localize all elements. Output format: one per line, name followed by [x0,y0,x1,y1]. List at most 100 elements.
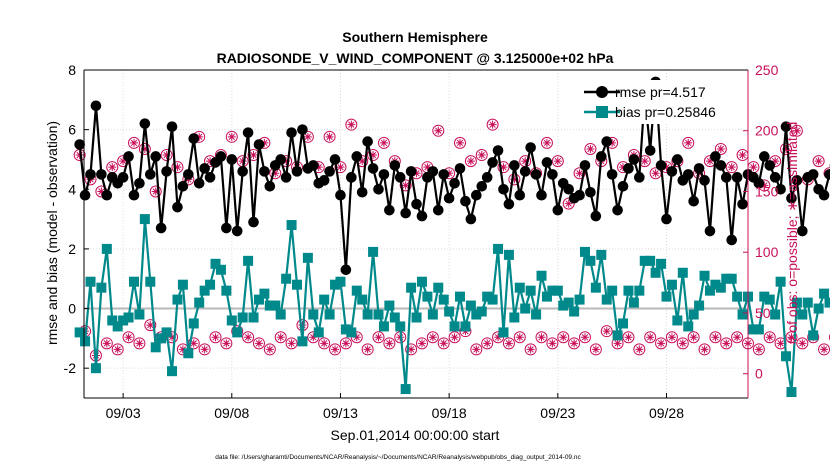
obs-possible-point [220,337,233,350]
obs-possible-point [486,118,499,131]
rmse-point [710,151,721,162]
obs-assimilated-point [336,163,345,172]
obs-assimilated-point [537,333,546,342]
rmse-point [759,151,770,162]
rmse-point [590,210,602,222]
obs-assimilated-point [754,345,763,354]
bias-point [802,297,813,308]
y-tick-label: 6 [68,122,76,138]
obs-assimilated-point [374,333,383,342]
rmse-point [563,183,574,195]
bias-point [585,255,596,266]
obs-assimilated-point [222,339,231,348]
bias-point [362,309,373,320]
bias-point [226,315,237,326]
obs-possible-point [377,136,390,149]
bias-point [764,294,775,305]
rmse-point [297,124,308,135]
obs-assimilated-point [613,339,622,348]
bias-point [482,291,493,302]
rmse-point [476,180,488,192]
obs-possible-point [551,155,564,168]
bias-point [324,309,335,320]
bias-point [118,315,129,326]
rmse-point [606,169,618,180]
legend-bias-marker [596,106,608,118]
obs-assimilated-point [488,120,497,129]
obs-assimilated-point [602,327,611,336]
obs-possible-point [209,331,222,344]
rmse-point [351,151,363,162]
obs-assimilated-point [168,333,177,342]
bias-point [775,276,786,287]
bias-point [123,312,134,323]
obs-assimilated-point [309,333,318,342]
rmse-point [193,178,205,189]
bias-point [645,255,656,266]
rmse-point [769,172,781,183]
bias-point [101,243,112,254]
rmse-point [85,169,96,180]
bias-point [232,327,243,338]
bias-point [335,276,346,287]
bias-point [672,315,683,326]
obs-assimilated-point [195,132,204,141]
obs-assimilated-point [657,339,666,348]
obs-assimilated-point [466,157,475,166]
obs-assimilated-point [417,339,426,348]
rmse-point [432,204,444,216]
bias-point [161,327,172,338]
rmse-point [221,222,232,234]
y-right-tick-label: 50 [755,305,771,321]
obs-possible-point [475,149,488,162]
obs-possible-point [573,167,586,180]
bias-point [813,303,824,314]
bias-point [286,220,297,231]
bias-point [824,297,830,308]
axes [83,69,749,399]
obs-assimilated-point [260,138,269,147]
obs-possible-point [160,149,173,162]
bias-point [292,279,303,290]
bias-point [558,300,569,311]
y-tick-label: 0 [68,301,76,317]
obs-assimilated-point [515,333,524,342]
bias-point [808,330,819,341]
bias-series [74,214,830,398]
rmse-point [666,166,678,177]
y-tick-label: 2 [68,241,76,257]
obs-possible-point [540,136,553,149]
rmse-point [367,163,379,174]
rmse-point [492,145,504,156]
obs-possible-point [513,331,526,344]
obs-assimilated-point [129,138,138,147]
obs-assimilated-point [347,120,356,129]
bias-point [732,291,743,302]
obs-possible-point [405,343,418,356]
obs-assimilated-point [211,333,220,342]
bias-point [112,321,123,332]
rmse-point [183,169,194,180]
rmse-point [226,154,238,165]
obs-assimilated-point [591,345,600,354]
rmse-point [791,175,803,186]
obs-assimilated-point [124,333,133,342]
bias-point [721,273,732,284]
rmse-point [155,222,167,234]
obs-assimilated-point [689,333,698,342]
obs-possible-point [263,343,276,356]
bias-point [259,288,270,299]
obs-possible-point [790,124,803,137]
y-right-tick-label: 100 [755,244,779,260]
bias-point [487,294,498,305]
obs-assimilated-point [238,157,247,166]
bias-point [574,294,585,305]
bias-point [688,309,699,320]
y-right-tick-label: 200 [755,123,779,139]
obs-assimilated-point [173,163,182,172]
obs-assimilated-point [75,151,84,160]
bias-point [400,384,411,395]
obs-assimilated-point [608,138,617,147]
x-tick-label: 09/03 [106,405,141,421]
y-right-tick-label: 250 [755,62,779,78]
